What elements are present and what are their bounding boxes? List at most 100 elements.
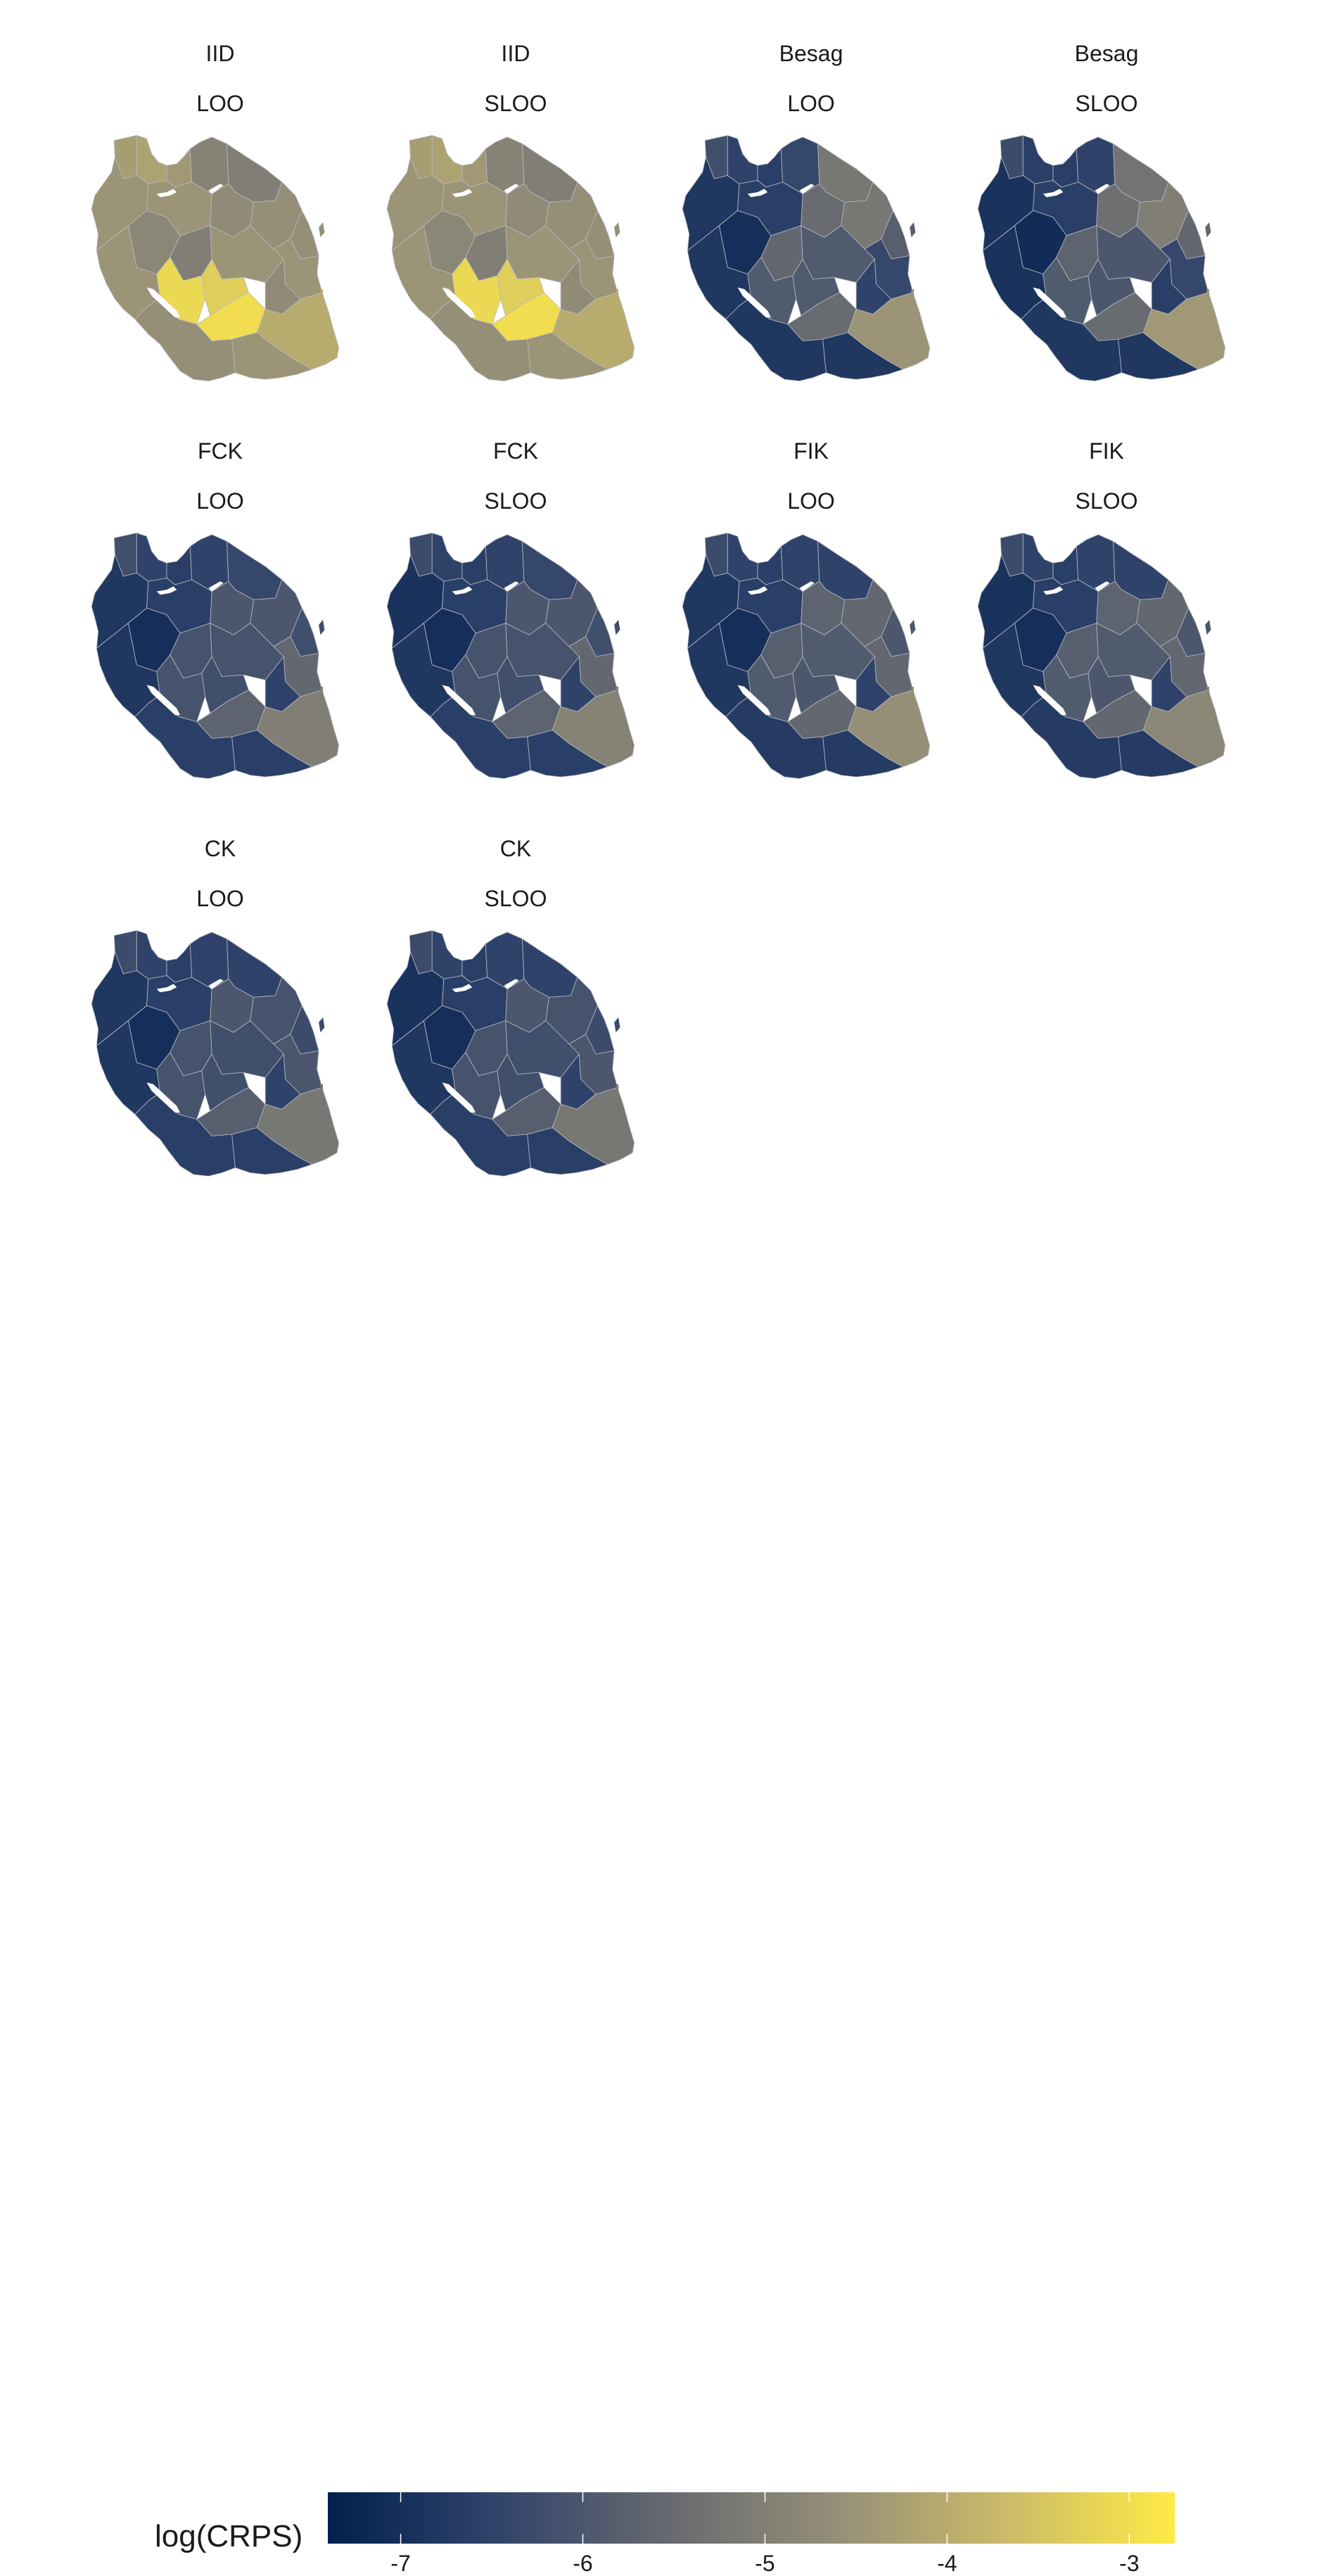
lake: [1033, 287, 1066, 318]
region-6: [977, 554, 1036, 649]
panel-model-label: Besag: [1074, 41, 1139, 66]
region-6: [91, 554, 149, 649]
region-3: [461, 943, 488, 983]
region-2: [1022, 134, 1054, 184]
region-21: [725, 694, 827, 779]
island: [320, 1084, 324, 1091]
lake: [799, 581, 815, 592]
legend-tick-label: -6: [573, 2551, 593, 2576]
lake: [146, 287, 180, 318]
region-3: [166, 148, 193, 188]
region-3: [461, 148, 488, 188]
panel-model-label: FIK: [794, 438, 829, 464]
region-21: [134, 297, 236, 381]
region-6: [386, 156, 445, 251]
map-panel: FIK SLOO: [959, 412, 1254, 779]
region-22: [1118, 730, 1199, 778]
island: [319, 1017, 325, 1033]
region-21: [725, 297, 827, 381]
region-21: [1021, 694, 1122, 779]
panel-method-label: SLOO: [1075, 91, 1138, 116]
lake: [452, 189, 473, 198]
map-panel: FCK LOO: [72, 412, 368, 779]
island: [312, 1055, 317, 1070]
panel-model-label: CK: [204, 836, 236, 861]
lake: [442, 287, 476, 318]
region-6: [682, 156, 740, 251]
island: [312, 260, 317, 274]
region-22: [231, 730, 313, 778]
island: [312, 658, 317, 672]
panel-model-label: Besag: [779, 41, 843, 66]
legend-title: log(CRPS): [155, 2519, 303, 2553]
tanzania-map: [682, 532, 931, 779]
lake: [737, 685, 771, 716]
lake: [1095, 184, 1110, 194]
region-22: [231, 1127, 313, 1175]
region-2: [727, 134, 758, 184]
lake: [737, 287, 771, 318]
tanzania-map: [386, 929, 635, 1176]
lake: [452, 984, 473, 993]
region-6: [977, 156, 1036, 251]
island: [320, 288, 324, 296]
region-21: [430, 1092, 531, 1176]
region-2: [727, 532, 758, 582]
island: [614, 222, 620, 238]
island: [607, 1055, 613, 1070]
region-2: [136, 929, 167, 979]
region-6: [91, 156, 149, 251]
lake: [747, 189, 768, 198]
map-panel: CK SLOO: [368, 809, 663, 1176]
panel-model-label: FIK: [1089, 438, 1124, 464]
island: [320, 686, 324, 694]
map-panel: FIK LOO: [663, 412, 959, 779]
lake: [156, 984, 177, 993]
map-panel: Besag LOO: [663, 14, 959, 381]
island: [1206, 288, 1210, 296]
region-3: [757, 545, 784, 585]
island: [607, 658, 613, 672]
region-3: [1052, 545, 1079, 585]
lake: [208, 979, 224, 989]
panel-model-label: FCK: [493, 438, 538, 464]
region-3: [166, 545, 193, 585]
lake: [156, 586, 177, 595]
lake: [452, 586, 473, 595]
island: [911, 686, 915, 694]
map-panel: Besag SLOO: [959, 14, 1254, 381]
island: [616, 686, 619, 694]
island: [607, 260, 613, 274]
island: [910, 619, 916, 635]
island: [319, 619, 325, 635]
island: [910, 222, 916, 238]
region-2: [1022, 532, 1054, 582]
panel-method-label: LOO: [196, 91, 244, 116]
lake: [1043, 586, 1064, 595]
island: [903, 260, 908, 274]
island: [911, 288, 915, 296]
legend-colorbar: [328, 2492, 1175, 2544]
region-2: [431, 532, 463, 582]
region-22: [822, 730, 904, 778]
region-21: [430, 694, 531, 779]
region-6: [386, 951, 445, 1046]
region-3: [1052, 148, 1079, 188]
legend-tick-label: -5: [755, 2551, 775, 2576]
panel-method-label: LOO: [196, 886, 244, 911]
tanzania-map: [91, 134, 340, 381]
region-3: [166, 943, 193, 983]
region-2: [136, 532, 167, 582]
region-6: [386, 554, 445, 649]
region-22: [231, 332, 313, 380]
lake: [504, 184, 519, 194]
lake: [747, 586, 768, 595]
panel-model-label: FCK: [198, 438, 243, 464]
island: [616, 1084, 619, 1091]
region-21: [1021, 297, 1122, 381]
lake: [504, 581, 519, 592]
region-22: [1118, 332, 1199, 380]
region-3: [757, 148, 784, 188]
tanzania-map: [91, 929, 340, 1176]
color-legend: log(CRPS) -7 -6 -5 -4 -3: [0, 1238, 1319, 2576]
